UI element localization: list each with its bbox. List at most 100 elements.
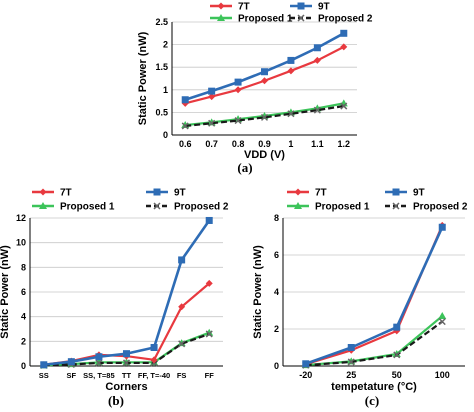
- data-point: [208, 87, 216, 95]
- legend-label: 9T: [318, 2, 330, 13]
- data-point: [287, 56, 295, 64]
- x-tick-label: 0.7: [205, 139, 218, 149]
- series-line-proposed-2: [305, 320, 443, 367]
- legend-marker: [217, 2, 225, 10]
- x-tick-label: 25: [346, 370, 356, 380]
- legend-label: 9T: [413, 188, 425, 199]
- legend-marker: [392, 202, 400, 210]
- legend-marker: [153, 202, 161, 210]
- y-axis-label: Static Power (nW): [137, 31, 149, 125]
- x-tick-label: 0.9: [258, 139, 271, 149]
- data-point: [393, 323, 401, 331]
- legend-label: Proposed 2: [413, 202, 468, 213]
- legend-marker: [297, 2, 305, 10]
- marker-x-stroke: [313, 106, 321, 114]
- x-tick-label: SS: [39, 371, 49, 380]
- legend: 7T 9T Proposed 1 Proposed 2: [210, 2, 373, 25]
- legend-marker: [217, 14, 225, 21]
- data-point: [313, 44, 321, 52]
- x-tick-label: 0.8: [232, 139, 245, 149]
- x-tick-label: 1.2: [338, 139, 351, 149]
- data-point: [181, 122, 189, 130]
- y-tick-label: 6: [21, 287, 26, 297]
- y-tick-label: 8: [21, 262, 26, 272]
- marker-x-stroke: [122, 359, 131, 367]
- y-tick-label: 8: [274, 213, 279, 223]
- data-point: [178, 256, 186, 264]
- legend-marker: [297, 14, 305, 22]
- data-point: [347, 358, 355, 366]
- x-tick-label: SS, T=85: [83, 371, 114, 380]
- data-point: [205, 330, 213, 338]
- data-point: [347, 344, 355, 351]
- data-point: [438, 223, 446, 231]
- marker-x-stroke: [208, 119, 216, 127]
- x-axis-label: VDD (V): [244, 149, 285, 161]
- y-tick-label: 1.5: [155, 62, 168, 72]
- legend-marker: [392, 188, 400, 196]
- data-point: [313, 56, 321, 64]
- data-point: [234, 86, 242, 94]
- chart-panel-1: 0 2 4 6 8 10 12 SS SF SS, T=85 TT FF, T=-40 FS FF Corn…: [0, 188, 229, 409]
- data-point: [95, 353, 103, 361]
- legend-label: 7T: [315, 188, 327, 199]
- data-point: [260, 113, 269, 121]
- x-tick-label: SF: [67, 371, 77, 380]
- panel-label: (a): [237, 160, 252, 175]
- x-tick-label: 0.6: [179, 139, 192, 149]
- legend-label: Proposed 1: [60, 202, 115, 213]
- marker-x-stroke: [287, 110, 295, 118]
- data-point: [313, 106, 321, 114]
- marker-x-stroke: [153, 202, 161, 210]
- x-tick-label: FF: [205, 371, 215, 380]
- legend-label: Proposed 1: [238, 14, 293, 25]
- y-tick-label: 2.5: [155, 17, 168, 27]
- marker-x-stroke: [205, 330, 213, 338]
- data-point: [150, 356, 158, 364]
- marker-x-stroke: [347, 358, 355, 366]
- y-tick-label: 6: [274, 250, 279, 260]
- data-point: [438, 312, 447, 320]
- legend-label: Proposed 2: [318, 14, 373, 25]
- marker-x-stroke: [178, 340, 186, 348]
- data-point: [122, 359, 131, 367]
- legend: 7T 9T Proposed 1 Proposed 2: [287, 188, 468, 213]
- marker-x-stroke: [438, 318, 446, 326]
- legend-marker: [294, 188, 302, 196]
- data-point: [287, 67, 295, 75]
- legend-label: Proposed 2: [174, 202, 229, 213]
- y-axis-label: Static Power (nW): [252, 245, 264, 339]
- data-point: [340, 102, 348, 110]
- data-point: [95, 359, 103, 367]
- data-point: [287, 110, 295, 118]
- panel-label: (b): [108, 393, 124, 408]
- chart-panel-2: 0 2 4 6 8 -20 25 50 100 tempetature (°C) Static Po…: [252, 188, 468, 409]
- y-tick-label: 0: [21, 361, 26, 371]
- legend-label: 7T: [238, 2, 250, 13]
- x-tick-label: 1: [288, 139, 293, 149]
- marker-x-stroke: [393, 351, 401, 359]
- data-point: [261, 77, 268, 85]
- marker-x-stroke: [260, 113, 269, 121]
- y-tick-label: 10: [16, 238, 26, 248]
- data-point: [67, 358, 75, 366]
- data-point: [205, 216, 213, 224]
- x-axis-label: tempetature (°C): [331, 381, 417, 393]
- marker-x-stroke: [340, 102, 348, 110]
- series-line-9t: [305, 226, 444, 366]
- data-point: [208, 119, 216, 127]
- y-axis-label: Static Power (nW): [0, 245, 11, 339]
- chart-panel-0: 0 0.5 1 1.5 2 2.5 0.6 0.7 0.8 0.9 1 1.1 1.2 VDD (V) St…: [137, 2, 373, 176]
- y-tick-label: 0.5: [155, 107, 168, 117]
- legend-label: 7T: [60, 188, 72, 199]
- y-tick-label: 12: [16, 213, 26, 223]
- marker-x-stroke: [95, 359, 103, 367]
- y-tick-label: 2: [21, 336, 26, 346]
- y-tick-label: 1: [163, 85, 168, 95]
- data-point: [234, 117, 242, 125]
- y-tick-label: 4: [21, 312, 26, 322]
- x-tick-label: FF, T=-40: [138, 371, 170, 380]
- series-line-7t: [305, 224, 444, 366]
- x-tick-label: -20: [299, 370, 312, 380]
